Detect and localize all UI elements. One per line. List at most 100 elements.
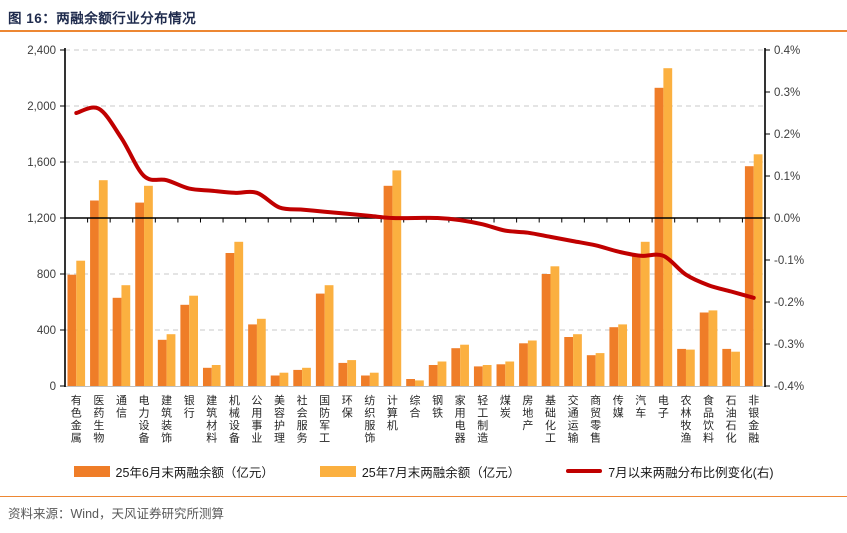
bar-july (98, 180, 108, 386)
bar-july (166, 334, 176, 386)
bar-july (731, 351, 740, 386)
category-label: 非银金融 (748, 394, 759, 445)
category-label: 传媒 (613, 394, 624, 420)
category-label: 国防军工 (319, 394, 330, 445)
category-label: 机械设备 (229, 393, 240, 445)
change-line-swatch (566, 469, 603, 473)
category-label: 房地产 (522, 394, 533, 432)
bar-june (135, 202, 145, 386)
bar-july (708, 310, 718, 386)
category-label: 综合 (410, 393, 421, 420)
bar-july (640, 241, 650, 386)
bar-june (496, 364, 506, 386)
bar-june (541, 274, 551, 386)
bar-june (270, 375, 280, 386)
bar-july (369, 372, 379, 386)
category-label: 美容护理 (274, 394, 285, 445)
category-label: 电子 (658, 394, 669, 420)
bar-july (279, 372, 289, 386)
bar-july (302, 367, 311, 386)
bar-july (347, 360, 357, 386)
right-axis-label: 0.2% (774, 129, 800, 141)
bar-july (234, 241, 244, 386)
category-label: 建筑材料 (206, 393, 217, 445)
bar-july (256, 318, 266, 386)
bar-july (460, 344, 469, 386)
category-label: 交通运输 (568, 393, 579, 445)
bar-july (618, 324, 628, 386)
bar-july (76, 260, 86, 386)
bar-june (406, 379, 415, 386)
bar-june (677, 348, 686, 386)
source-note: 资料来源：Wind，天风证券研究所测算 (8, 507, 224, 521)
bar-june (315, 293, 325, 386)
bar-june (519, 343, 528, 386)
bar-july (437, 361, 447, 386)
bar-june (67, 274, 77, 386)
bar-june (157, 339, 167, 386)
legend-label-july: 25年7月末两融余额（亿元） (361, 465, 521, 480)
category-label: 环保 (342, 395, 353, 420)
category-label: 家用电器 (455, 393, 466, 445)
category-label: 医药生物 (93, 395, 104, 445)
category-label: 煤炭 (500, 394, 511, 420)
left-axis-label: 800 (37, 269, 56, 281)
bar-july (211, 365, 221, 386)
bar-july (505, 361, 515, 386)
legend-label-change: 7月以来两融分布比例变化(右) (608, 465, 774, 480)
change-line (74, 105, 756, 300)
right-axis-label: 0.1% (774, 171, 800, 183)
category-label: 社会服务 (297, 393, 308, 445)
category-label: 钢铁 (432, 394, 443, 420)
right-axis-label: 0.4% (774, 45, 800, 57)
category-label: 通信 (116, 394, 127, 420)
bar-june (293, 369, 303, 386)
legend-item-june: 25年6月末两融余额（亿元） (73, 462, 274, 481)
bar-june (338, 362, 348, 386)
category-label: 银行 (184, 393, 195, 420)
right-axis-label: -0.4% (774, 381, 804, 393)
left-axis-label: 400 (37, 325, 56, 337)
category-label: 纺织服饰 (364, 393, 375, 445)
bar-june (609, 327, 619, 386)
left-axis-label: 2,400 (27, 45, 56, 57)
left-axis-label: 1,200 (27, 213, 56, 225)
category-label: 建筑装饰 (161, 393, 172, 445)
category-label: 农林牧渔 (680, 393, 691, 445)
category-label: 商贸零售 (590, 393, 601, 445)
bar-june (699, 312, 709, 386)
bar-june (428, 365, 438, 386)
bar-june (473, 366, 483, 386)
category-label: 轻工制造 (477, 393, 488, 445)
legend-label-june: 25年6月末两融余额（亿元） (115, 465, 274, 480)
category-label: 石油石化 (726, 395, 737, 445)
bar-june (722, 348, 732, 386)
bar-june (180, 304, 190, 386)
bar-june (383, 185, 393, 386)
bar-june (112, 297, 122, 386)
bar-june (586, 355, 596, 386)
bar-june (90, 200, 99, 386)
bar-july (324, 285, 334, 386)
bar-july (482, 365, 492, 386)
bar-july (753, 154, 763, 386)
bar-june (744, 166, 754, 386)
margin-balance-chart: 0 400 800 1,200 1,600 2,000 2,400 -0.4% -0.3% -0.… (0, 34, 847, 458)
legend-item-change: 7月以来两融分布比例变化(右) (566, 462, 774, 481)
bar-june (225, 253, 235, 386)
bar-july (595, 353, 605, 386)
bar-july (392, 170, 402, 386)
category-label: 食品饮料 (703, 393, 714, 445)
legend-item-july: 25年7月末两融余额（亿元） (319, 462, 521, 481)
category-label: 汽车 (635, 393, 646, 420)
june-bar-swatch (73, 465, 110, 477)
category-label: 有色金属 (71, 393, 82, 445)
category-label: 电力设备 (139, 394, 150, 445)
bar-july (527, 340, 537, 386)
left-axis-label: 0 (50, 381, 56, 393)
right-axis-label: -0.2% (774, 297, 804, 309)
category-label: 公用事业 (251, 395, 262, 445)
july-bar-swatch (319, 465, 356, 477)
right-axis-label: -0.1% (774, 255, 804, 267)
bar-june (564, 337, 574, 386)
